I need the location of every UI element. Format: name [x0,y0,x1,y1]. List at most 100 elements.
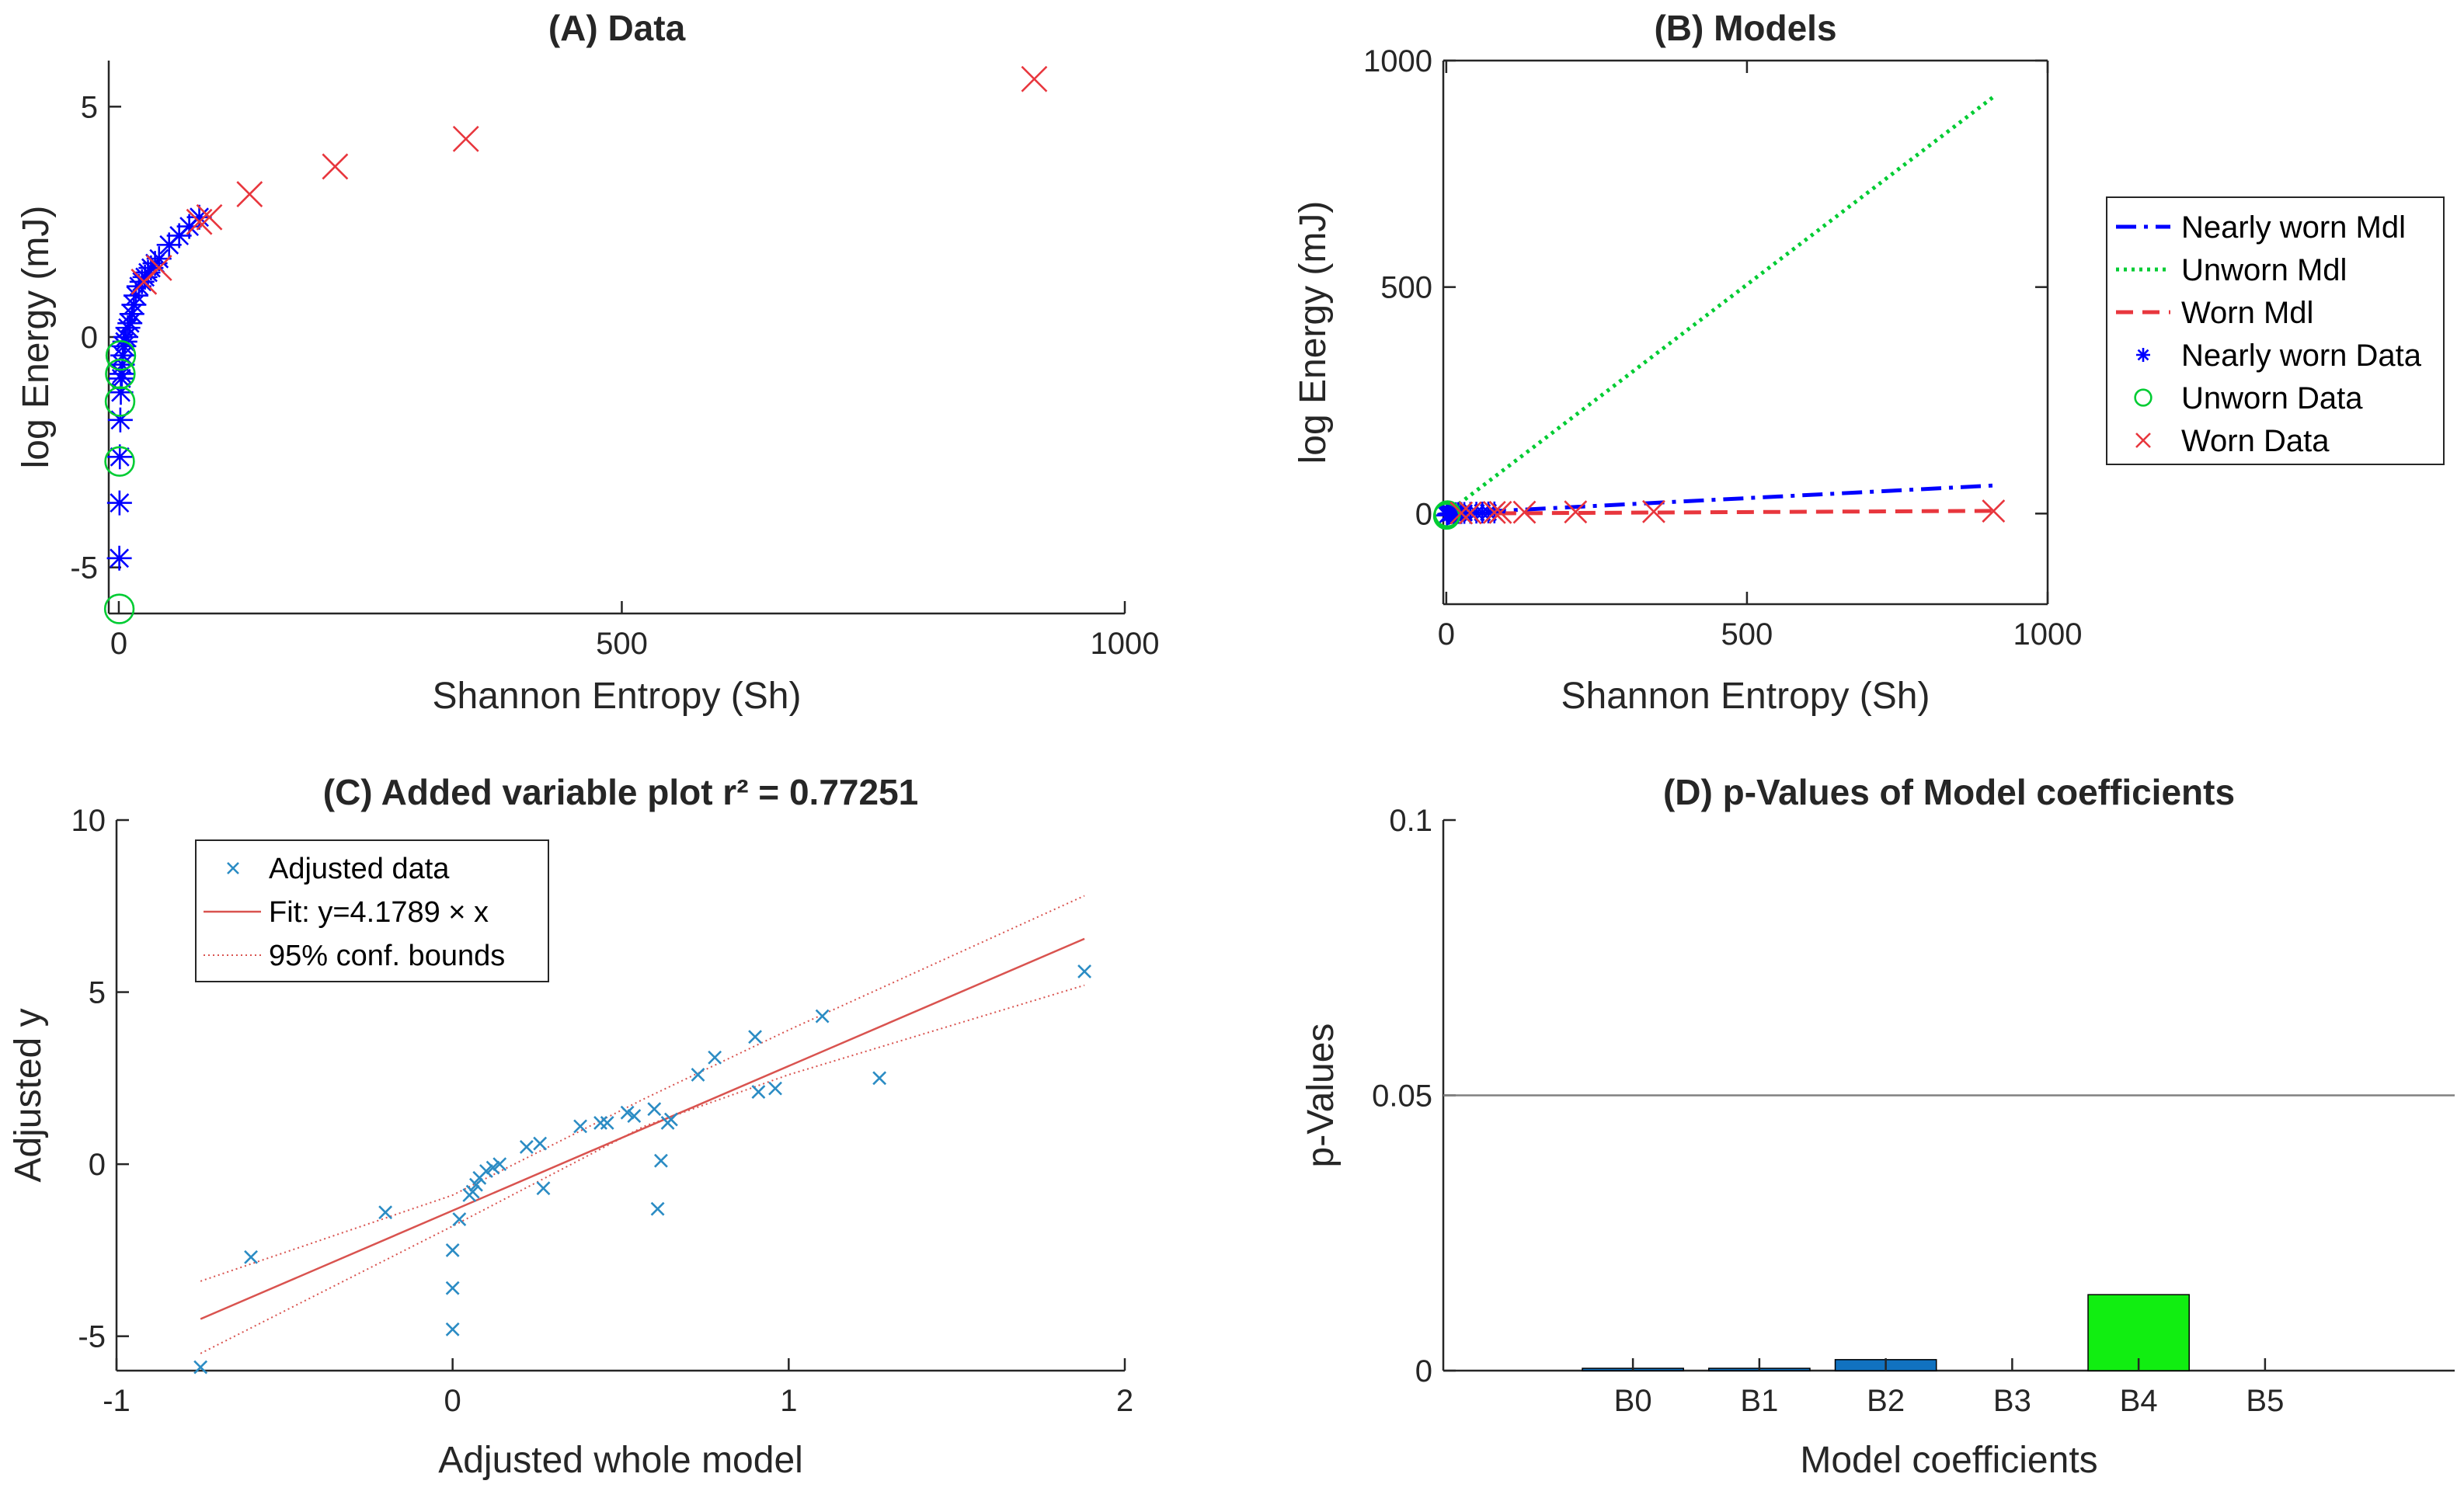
model-line [1446,509,1994,516]
data-point [186,204,212,230]
legend: Adjusted data Fit: y=4.1789 × x 95% conf. … [195,839,549,982]
marker-x [465,1184,480,1199]
data-point [378,1205,393,1220]
y-tick-label: 10 [71,804,106,838]
data-point [1450,501,1474,525]
data-point [146,246,172,272]
x-axis-label: Shannon Entropy (Sh) [1561,676,1930,717]
data-point [647,1102,662,1117]
data-point [129,269,155,294]
marker-circle [103,593,135,624]
x-tick-label: 500 [1721,617,1773,652]
marker-x [768,1081,782,1096]
marker-asterisk [186,204,212,230]
marker-x [654,1153,668,1168]
data-point [105,358,136,390]
x-tick-label: 500 [596,627,648,661]
data-point [768,1081,782,1096]
data-point [1564,500,1588,524]
data-point [123,283,148,308]
legend-item: Nearly worn Data [2136,339,2422,373]
data-point [322,153,349,180]
legend-marker [2135,433,2151,448]
legend-item: Unworn Mdl [2116,253,2347,287]
y-tick-label: 0 [1415,497,1432,531]
marker-asterisk [117,311,143,336]
data-point [135,259,161,285]
data-point [193,1360,208,1375]
marker-x [650,1201,665,1216]
x-tick-label: B0 [1614,1384,1652,1418]
legend-item: 95% conf. bounds [204,940,505,972]
marker-asterisk [121,292,147,318]
marker-asterisk [2136,348,2150,362]
marker-x [445,1322,460,1336]
marker-x [533,1136,548,1151]
data-point [663,1112,678,1127]
data-point [106,490,132,516]
data-point [1482,500,1506,524]
data-points [1436,501,1505,527]
data-point [465,1184,480,1199]
marker-asterisk [129,269,155,294]
y-axis-label: Adjusted y [8,1008,49,1182]
legend: Nearly worn Mdl Unworn Mdl Worn Mdl Nearly … [2106,196,2445,465]
data-point [815,1009,830,1024]
data-point [650,1201,665,1216]
marker-asterisk [106,490,132,516]
data-point [600,1116,614,1130]
data-point [492,1157,507,1172]
marker-x [627,1109,642,1124]
legend-label: 95% conf. bounds [269,940,505,972]
data-point [452,1212,467,1226]
legend-label: Fit: y=4.1789 × x [269,896,489,929]
marker-asterisk [123,283,148,308]
model-line [1446,483,1994,516]
legend-item: Unworn Data [2134,381,2363,415]
data-point [445,1243,460,1257]
y-tick-label: 5 [81,90,98,124]
data-point [176,214,202,239]
legend-box [2106,196,2445,465]
marker-asterisk [106,545,132,571]
data-point [103,593,135,624]
marker-x [519,1140,534,1154]
marker-x [196,203,223,231]
marker-x [593,1116,607,1130]
legend-item: Nearly worn Mdl [2116,210,2406,245]
chart-title: (C) Added variable plot r² = 0.77251 [323,772,918,812]
y-tick-label: 0 [81,321,98,355]
data-points [1450,499,2006,525]
marker-asterisk [156,232,182,258]
legend-label: Worn Data [2181,424,2330,458]
data-point [1021,65,1048,92]
data-point [708,1050,722,1065]
data-point [105,340,137,371]
data-point [107,407,133,433]
y-tick-label: -5 [78,1320,106,1354]
data-point [244,1249,258,1264]
marker-x [1564,500,1588,524]
marker-asterisk [115,315,141,341]
marker-x [227,862,239,874]
y-tick-label: 0.05 [1372,1079,1432,1114]
marker-x [1982,499,2006,523]
data-point [121,292,147,318]
data-point [119,301,144,327]
data-point [751,1085,766,1099]
marker-x [452,125,479,152]
y-tick-label: 500 [1380,271,1432,305]
legend-marker [227,862,239,874]
x-axis-label: Adjusted whole model [438,1440,803,1481]
data-point [620,1105,635,1120]
marker-circle [104,446,135,477]
marker-asterisk [166,223,192,249]
marker-x [186,208,213,235]
marker-x [193,1360,208,1375]
marker-x [620,1105,635,1120]
marker-asterisk [107,407,133,433]
data-point [1982,499,2006,523]
marker-circle [2134,388,2153,407]
x-tick-label: 1 [780,1384,797,1418]
